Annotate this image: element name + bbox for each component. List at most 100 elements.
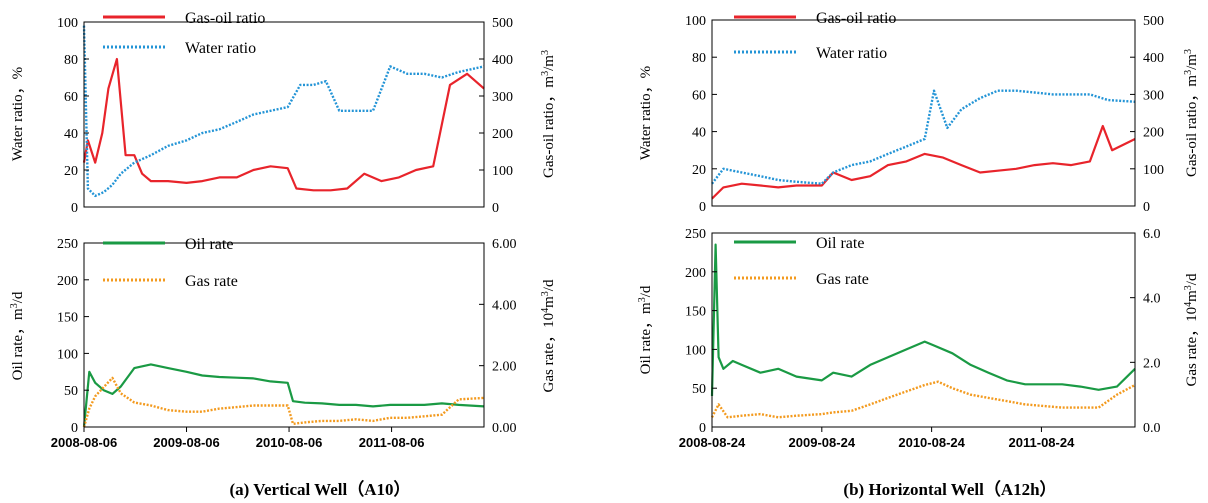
y2-label-text: Gas-oil ratio，m bbox=[1184, 75, 1200, 177]
y-tick-label: 150 bbox=[57, 311, 78, 326]
y-tick-label: 40 bbox=[692, 126, 706, 141]
y-tick-label: 100 bbox=[57, 16, 78, 31]
plot-frame bbox=[711, 232, 1136, 428]
y-axis-label: Oil rate，m3/d bbox=[637, 285, 655, 374]
y2-tick-label: 300 bbox=[1143, 88, 1164, 103]
y2-label-text2: m bbox=[541, 296, 557, 308]
caption-left: (a) Vertical Well（A10） bbox=[230, 479, 411, 499]
x-tick-label: 2010-08-24 bbox=[898, 435, 965, 450]
y2-axis-label: Gas rate，104m3/d bbox=[540, 279, 558, 392]
y-tick-label: 20 bbox=[64, 164, 78, 179]
y-axis-label: Water ratio，% bbox=[10, 67, 26, 161]
y-axis-right: 0 100 200 300 400 500 bbox=[479, 16, 513, 216]
y-tick-label: 200 bbox=[57, 274, 78, 289]
y2-tick-label: 6.00 bbox=[492, 237, 517, 252]
y-tick-label: 100 bbox=[685, 343, 706, 358]
x-tick-label: 2011-08-24 bbox=[1009, 435, 1076, 450]
y2-tick-label: 0 bbox=[492, 201, 499, 216]
legend-label-gas-rate: Gas rate bbox=[185, 273, 238, 290]
y2-tick-label: 300 bbox=[492, 90, 513, 105]
panel-a-bottom: 0 50 100 150 200 250 0.00 2.00 4.00 6.00 2008-08… bbox=[9, 236, 558, 450]
y2-tick-label: 200 bbox=[1143, 126, 1164, 141]
series-line-water-ratio bbox=[82, 25, 485, 198]
y2-tick-label: 100 bbox=[492, 164, 513, 179]
x-tick-label: 2010-08-06 bbox=[256, 435, 323, 450]
legend: Oil rate Gas rate bbox=[103, 236, 238, 290]
legend-label-oil-rate: Oil rate bbox=[185, 236, 233, 253]
y2-tick-label: 200 bbox=[492, 127, 513, 142]
plot-a-bottom bbox=[82, 363, 485, 428]
y-tick-label: 250 bbox=[685, 227, 706, 242]
series-line-oil-rate bbox=[710, 243, 1136, 397]
y-label-text: Oil rate，m bbox=[10, 308, 26, 380]
y2-tick-label: 400 bbox=[492, 53, 513, 68]
y2-label-sup: 3 bbox=[540, 71, 551, 76]
series-line-gas-rate bbox=[82, 376, 485, 428]
y-tick-label: 0 bbox=[699, 200, 706, 215]
y-tick-label: 50 bbox=[692, 382, 706, 397]
y-tick-label: 200 bbox=[685, 266, 706, 281]
plot-frame bbox=[711, 19, 1136, 207]
plot-frame bbox=[83, 242, 485, 428]
y-label-sup: 3 bbox=[637, 297, 648, 302]
plot-b-bottom bbox=[710, 243, 1136, 419]
x-tick-label: 2008-08-24 bbox=[679, 435, 746, 450]
series-line-gas-rate bbox=[710, 380, 1136, 419]
y2-tick-label: 500 bbox=[492, 16, 513, 31]
y-axis-left: 0 20 40 60 80 100 bbox=[57, 16, 89, 216]
y2-label-sup: 3 bbox=[1183, 70, 1194, 75]
y-tick-label: 0 bbox=[71, 421, 78, 436]
y2-label-text2: m bbox=[1184, 290, 1200, 302]
y2-axis-label: Gas-oil ratio，m3/m3 bbox=[1183, 49, 1201, 177]
x-tick-label: 2008-08-06 bbox=[51, 435, 118, 450]
y-axis-left: 0 50 100 150 200 250 bbox=[57, 237, 89, 436]
legend-label-oil-rate: Oil rate bbox=[816, 235, 864, 252]
y2-label-text: Gas-oil ratio，m bbox=[541, 76, 557, 178]
y2-tick-label: 4.0 bbox=[1143, 292, 1161, 307]
legend: Gas-oil ratio Water ratio bbox=[734, 10, 896, 62]
y2-axis-label: Gas rate，104m3/d bbox=[1183, 273, 1201, 386]
y-tick-label: 0 bbox=[699, 421, 706, 436]
legend-label-gas-oil-ratio: Gas-oil ratio bbox=[816, 10, 896, 27]
y-axis-right: 0 100 200 300 400 500 bbox=[1130, 14, 1164, 215]
y2-label-text: Gas rate，10 bbox=[541, 313, 557, 393]
series-line-gas-oil-ratio bbox=[82, 57, 485, 192]
y2-tick-label: 500 bbox=[1143, 14, 1164, 29]
y2-axis-label: Gas-oil ratio，m3/m3 bbox=[540, 50, 558, 178]
y-axis-right: 0.00 2.00 4.00 6.00 bbox=[479, 237, 517, 436]
y-tick-label: 60 bbox=[64, 90, 78, 105]
plot-a-top bbox=[82, 25, 485, 198]
y-tick-label: 80 bbox=[64, 53, 78, 68]
x-tick-label: 2011-08-06 bbox=[359, 435, 425, 450]
y-tick-label: 60 bbox=[692, 88, 706, 103]
y-tick-label: 150 bbox=[685, 305, 706, 320]
y-tick-label: 250 bbox=[57, 237, 78, 252]
y-tick-label: 80 bbox=[692, 51, 706, 66]
y-axis-label: Oil rate，m3/d bbox=[9, 291, 27, 380]
y-axis-left: 0 20 40 60 80 100 bbox=[685, 14, 717, 215]
y2-tick-label: 400 bbox=[1143, 51, 1164, 66]
series-line-gas-oil-ratio bbox=[711, 124, 1136, 200]
legend-label-gas-rate: Gas rate bbox=[816, 271, 869, 288]
y2-label-text: Gas rate，10 bbox=[1184, 307, 1200, 387]
y2-label-sup2: 3 bbox=[1183, 285, 1194, 290]
y-label-text2: /d bbox=[10, 291, 26, 303]
x-tick-label: 2009-08-06 bbox=[153, 435, 220, 450]
plot-b-top bbox=[711, 89, 1136, 200]
y-tick-label: 0 bbox=[71, 201, 78, 216]
y2-tick-label: 6.0 bbox=[1143, 227, 1161, 242]
y2-label-text2: /m bbox=[541, 55, 557, 71]
series-line-oil-rate bbox=[82, 363, 485, 428]
y-tick-label: 100 bbox=[685, 14, 706, 29]
y-axis-right: 0.0 2.0 4.0 6.0 bbox=[1130, 227, 1161, 436]
y2-tick-label: 0.0 bbox=[1143, 421, 1161, 436]
y2-tick-label: 0 bbox=[1143, 200, 1150, 215]
y2-tick-label: 2.00 bbox=[492, 360, 517, 375]
y-tick-label: 40 bbox=[64, 127, 78, 142]
y2-label-sup2: 3 bbox=[1183, 49, 1194, 54]
y2-label-sup: 4 bbox=[1183, 302, 1194, 307]
caption-right: (b) Horizontal Well（A12h） bbox=[843, 479, 1056, 499]
y-tick-label: 20 bbox=[692, 163, 706, 178]
